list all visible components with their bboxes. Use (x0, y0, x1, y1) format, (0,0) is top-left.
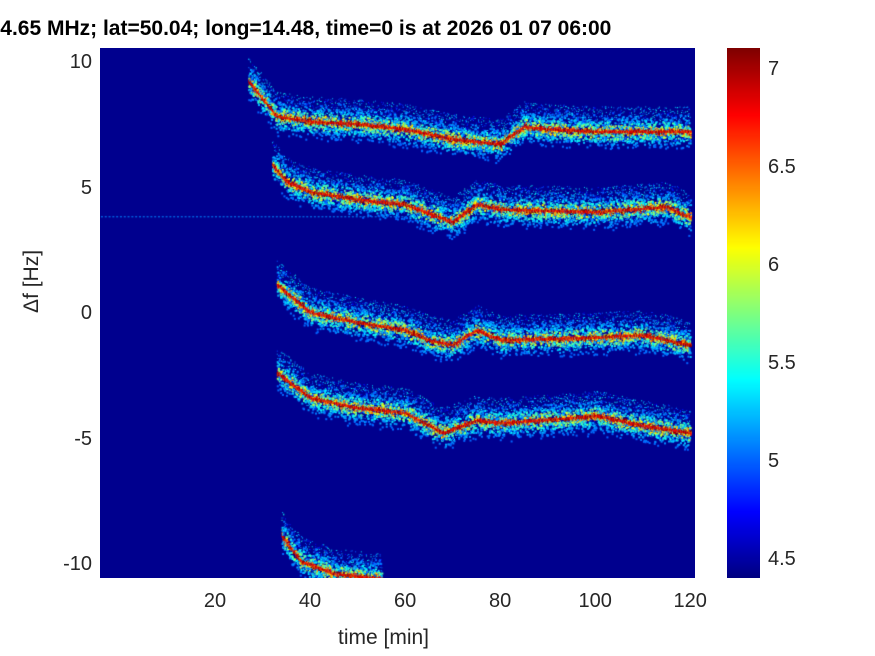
y-tick-label: -10 (63, 553, 92, 576)
x-tick-label: 100 (578, 590, 612, 612)
y-tick-label: -5 (74, 427, 92, 450)
x-tick-label: 20 (203, 590, 227, 612)
colorbar-tick-label: 7 (768, 57, 780, 80)
x-tick-label: 40 (298, 590, 322, 612)
colorbar-tick-label: 6 (768, 253, 780, 276)
colorbar-tick-label: 6.5 (768, 155, 796, 178)
y-tick-label: 0 (80, 302, 92, 325)
colorbar (727, 48, 760, 578)
x-tick-label: 120 (673, 590, 707, 612)
x-axis-label: time [min] (338, 626, 430, 649)
y-tick-label: 5 (80, 176, 92, 199)
spectrogram-plot (100, 48, 695, 578)
y-tick-label: 10 (69, 51, 92, 74)
x-tick-label: 60 (393, 590, 417, 612)
x-tick-label: 80 (489, 590, 512, 612)
chart-title: =4.65 MHz; lat=50.04; long=14.48, time=0… (0, 17, 612, 40)
y-axis-label: Δf [Hz] (20, 249, 43, 313)
colorbar-tick-label: 5 (768, 450, 780, 473)
colorbar-tick-label: 4.5 (768, 548, 796, 571)
colorbar-tick-label: 5.5 (768, 352, 796, 375)
